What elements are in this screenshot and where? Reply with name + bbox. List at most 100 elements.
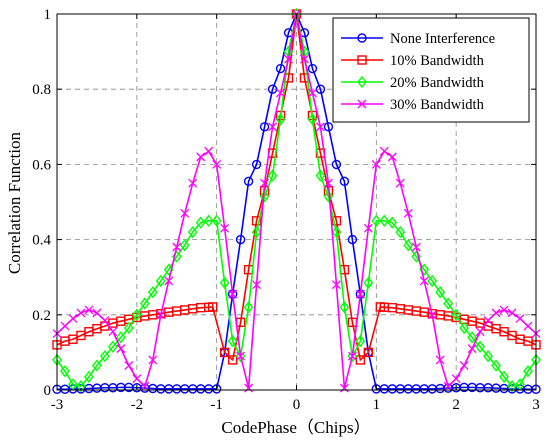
data-point — [92, 359, 102, 372]
legend-marker — [357, 55, 367, 65]
data-point — [219, 347, 230, 358]
data-point — [228, 289, 238, 299]
data-point — [499, 370, 509, 383]
data-point — [323, 190, 334, 203]
data-point — [411, 250, 422, 263]
data-point — [355, 289, 365, 299]
data-point — [251, 159, 262, 170]
data-point — [427, 274, 438, 288]
data-point — [260, 178, 270, 188]
data-point — [515, 378, 525, 391]
data-point — [100, 350, 110, 363]
data-point — [68, 314, 78, 324]
data-point — [204, 146, 214, 156]
data-point — [243, 301, 254, 314]
data-point — [315, 122, 325, 132]
data-point — [451, 308, 462, 321]
legend-label: 30% Bandwidth — [390, 97, 485, 113]
data-point — [475, 327, 485, 337]
tick-labels: -3 -2 -1 0 1 2 3 0 0.2 0.4 0.6 0.8 1 — [32, 7, 540, 413]
data-point — [131, 308, 142, 321]
data-point — [307, 113, 318, 126]
data-point — [507, 308, 517, 318]
data-point — [116, 344, 126, 354]
data-point — [115, 331, 126, 344]
data-point — [227, 334, 238, 348]
data-point — [84, 305, 94, 315]
data-point — [211, 214, 222, 227]
data-point — [171, 250, 182, 263]
data-point — [315, 169, 326, 182]
data-point — [363, 223, 373, 233]
data-point — [211, 384, 222, 394]
data-point — [76, 308, 86, 318]
legend-label: None Interference — [390, 31, 495, 47]
data-point — [155, 274, 166, 288]
data-point — [459, 321, 470, 335]
data-point — [196, 152, 206, 162]
data-point — [523, 321, 533, 331]
data-point — [187, 225, 198, 239]
data-point — [395, 178, 405, 188]
legend-label: 20% Bandwidth — [390, 75, 485, 91]
data-point — [331, 225, 342, 239]
x-tick-label: -1 — [210, 397, 223, 413]
data-point — [68, 378, 78, 391]
data-point — [300, 54, 309, 64]
data-point — [188, 178, 198, 188]
data-point — [515, 314, 525, 324]
data-point — [195, 216, 206, 229]
data-point — [243, 176, 254, 187]
data-point — [180, 208, 190, 218]
data-point — [435, 286, 446, 299]
data-point — [339, 383, 349, 393]
data-point — [275, 113, 286, 126]
data-point — [123, 321, 134, 335]
data-point — [251, 216, 262, 226]
data-point — [483, 350, 493, 363]
data-point — [427, 310, 437, 320]
data-point — [443, 297, 454, 310]
data-point — [235, 234, 246, 245]
data-point — [203, 214, 214, 227]
data-point — [267, 169, 278, 182]
data-point — [331, 280, 341, 290]
data-point — [363, 347, 374, 358]
y-tick-label: 0.4 — [32, 233, 51, 249]
data-point — [403, 208, 413, 218]
data-point — [259, 122, 270, 132]
legend-label: 10% Bandwidth — [390, 53, 485, 69]
data-point — [387, 152, 397, 162]
data-point — [251, 225, 262, 239]
data-point — [207, 302, 218, 312]
x-tick-label: 1 — [373, 397, 381, 413]
x-tick-label: 0 — [293, 397, 301, 413]
y-tick-label: 0 — [44, 383, 52, 399]
data-point — [395, 225, 406, 239]
data-point — [483, 315, 493, 325]
data-point — [459, 361, 469, 371]
data-point — [275, 63, 286, 74]
data-point — [347, 350, 358, 363]
data-point — [387, 216, 398, 229]
x-axis-label: CodePhase（Chips） — [221, 418, 370, 437]
data-point — [411, 242, 421, 252]
y-tick-label: 0.6 — [32, 157, 51, 173]
data-point — [475, 340, 486, 353]
data-point — [164, 276, 174, 286]
data-point — [244, 383, 254, 393]
x-tick-label: -3 — [51, 397, 64, 413]
y-tick-label: 1 — [44, 7, 52, 23]
data-point — [363, 276, 374, 289]
data-point — [499, 305, 509, 315]
data-point — [76, 380, 86, 393]
x-tick-label: -2 — [131, 397, 144, 413]
data-point — [371, 159, 381, 169]
data-point — [523, 365, 533, 378]
data-point — [467, 344, 477, 354]
data-point — [419, 276, 429, 286]
data-point — [235, 350, 246, 363]
data-point — [355, 334, 366, 348]
data-point — [443, 381, 453, 391]
